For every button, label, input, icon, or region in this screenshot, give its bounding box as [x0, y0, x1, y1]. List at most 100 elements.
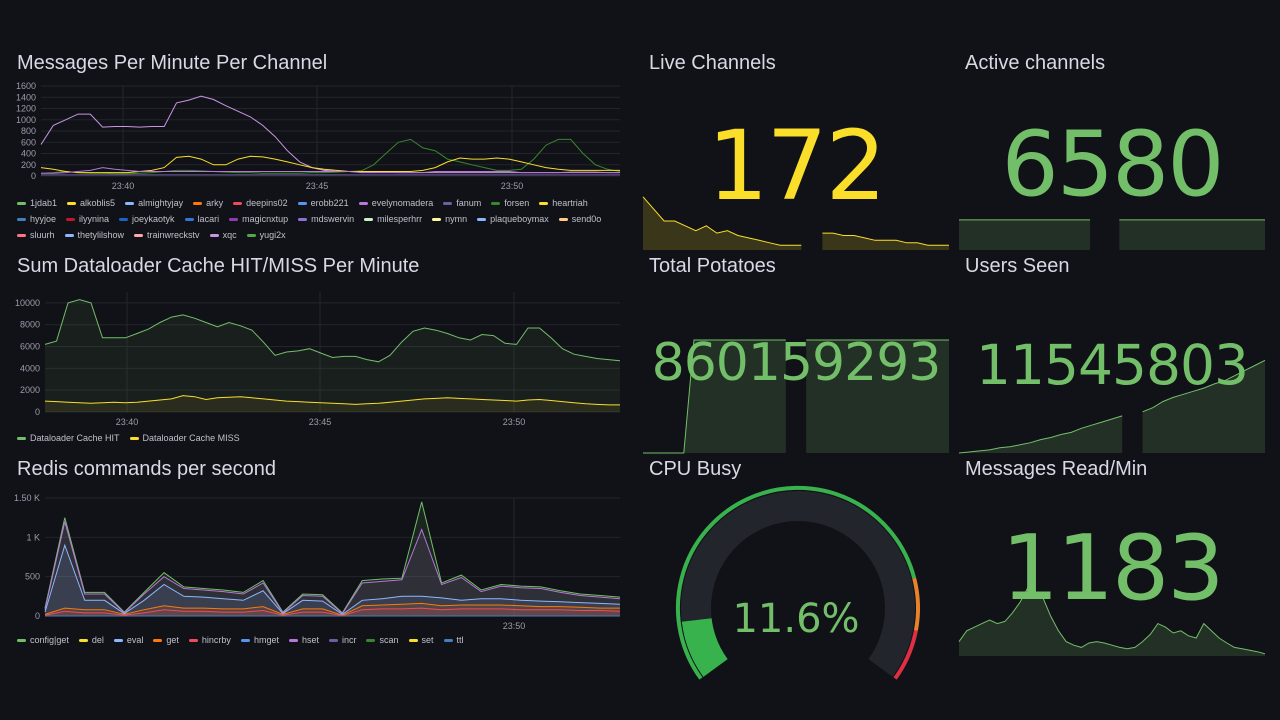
- legend-item[interactable]: hmget: [240, 632, 279, 648]
- legend-label: 1jdab1: [30, 198, 58, 208]
- panel-title[interactable]: Total Potatoes: [649, 255, 776, 277]
- series-line[interactable]: [44, 543, 621, 616]
- panel-title[interactable]: Active channels: [965, 52, 1106, 74]
- legend-item[interactable]: eval: [113, 632, 143, 648]
- legend-swatch: [539, 202, 549, 206]
- panel-users-seen: Users Seen 11545803: [958, 255, 1266, 454]
- legend-label: evelynomadera: [371, 198, 434, 208]
- legend-label: hset: [301, 635, 319, 645]
- legend-item[interactable]: alkoblis5: [67, 195, 115, 211]
- sparkline-line: [642, 196, 802, 246]
- panel-title[interactable]: Messages Per Minute Per Channel: [17, 52, 328, 74]
- panel-title[interactable]: Sum Dataloader Cache HIT/MISS Per Minute: [17, 255, 420, 277]
- legend-label: hmget: [253, 635, 279, 645]
- legend-item[interactable]: send0o: [558, 211, 601, 227]
- legend-item[interactable]: deepins02: [233, 195, 288, 211]
- legend-item[interactable]: ttl: [443, 632, 464, 648]
- x-tick-label: 23:45: [306, 181, 329, 191]
- legend-item[interactable]: ilyynina: [66, 211, 109, 227]
- legend-item[interactable]: erobb221: [297, 195, 349, 211]
- legend-item[interactable]: milesperhrr: [364, 211, 422, 227]
- x-tick-label: 23:40: [116, 417, 139, 427]
- legend-swatch: [288, 639, 298, 643]
- x-tick-label: 23:50: [503, 417, 526, 427]
- legend-item[interactable]: thetylilshow: [64, 227, 124, 243]
- legend-item[interactable]: sluurh: [17, 227, 55, 243]
- legend-item[interactable]: hyyjoe: [17, 211, 56, 227]
- legend-label: hincrby: [201, 635, 231, 645]
- series-line[interactable]: [44, 299, 621, 363]
- legend-item[interactable]: fanum: [443, 195, 481, 211]
- redis-chart[interactable]: 0 500 1 K 1.50 K 23:50: [14, 493, 621, 632]
- series-line[interactable]: [44, 521, 621, 615]
- legend-swatch: [17, 639, 26, 643]
- sparkline-area: [1142, 360, 1265, 453]
- legend-item[interactable]: Dataloader Cache MISS: [129, 430, 240, 446]
- legend-swatch: [78, 639, 88, 643]
- sparkline-area: [643, 196, 802, 250]
- series-line[interactable]: [44, 501, 621, 614]
- legend-item[interactable]: config|get: [17, 632, 69, 648]
- legend-item[interactable]: magicnxtup: [229, 211, 288, 227]
- legend-item[interactable]: plaqueboymax: [477, 211, 549, 227]
- legend-item[interactable]: almightyjay: [125, 195, 183, 211]
- legend-swatch: [125, 202, 135, 206]
- dataloader-chart[interactable]: 0 2000 4000 6000 8000 10000 23:40 23:45 23:50: [15, 288, 621, 428]
- legend-item[interactable]: lacari: [184, 211, 219, 227]
- y-tick-label: 10000: [15, 298, 40, 308]
- legend-item[interactable]: heartriah: [539, 195, 588, 211]
- legend-item[interactable]: get: [153, 632, 179, 648]
- legend-item[interactable]: arky: [193, 195, 223, 211]
- legend-swatch: [491, 202, 501, 206]
- legend-label: arky: [206, 198, 224, 208]
- legend-item[interactable]: hincrby: [188, 632, 231, 648]
- series-line[interactable]: [44, 395, 620, 406]
- legend-item[interactable]: joeykaotyk: [119, 211, 175, 227]
- series-line[interactable]: [40, 138, 621, 175]
- legend-item[interactable]: scan: [366, 632, 399, 648]
- legend-item[interactable]: del: [78, 632, 104, 648]
- legend-item[interactable]: evelynomadera: [358, 195, 434, 211]
- panel-title[interactable]: Users Seen: [965, 255, 1070, 277]
- series-line[interactable]: [41, 167, 620, 174]
- y-tick-label: 600: [21, 137, 36, 147]
- legend-item[interactable]: set: [408, 632, 434, 648]
- y-tick-label: 1400: [16, 92, 36, 102]
- legend-item[interactable]: forsen: [491, 195, 529, 211]
- legend-swatch: [134, 234, 144, 238]
- chart-legend: 1jdab1 alkoblis5 almightyjay arky deepins02 e…: [17, 195, 617, 243]
- y-tick-label: 4000: [20, 363, 40, 373]
- legend-item[interactable]: xqc: [209, 227, 237, 243]
- legend-item[interactable]: 1jdab1: [17, 195, 57, 211]
- gauge-threshold-red: [893, 630, 918, 680]
- panel-title[interactable]: CPU Busy: [649, 458, 742, 480]
- series-line[interactable]: [44, 602, 620, 616]
- series-area: [45, 299, 620, 412]
- sparkline-area: [959, 219, 1091, 250]
- legend-swatch: [229, 218, 239, 222]
- y-tick-label: 800: [21, 126, 36, 136]
- legend-item[interactable]: incr: [328, 632, 356, 648]
- sparkline-area: [822, 233, 949, 250]
- series-line[interactable]: [44, 607, 621, 617]
- panel-title[interactable]: Live Channels: [649, 52, 776, 74]
- legend-item[interactable]: Dataloader Cache HIT: [17, 430, 120, 446]
- legend-swatch: [364, 218, 374, 222]
- legend-swatch: [129, 437, 139, 441]
- legend-item[interactable]: nymn: [432, 211, 467, 227]
- series-area: [45, 545, 620, 616]
- series-area: [45, 521, 620, 616]
- chart-legend: Dataloader Cache HIT Dataloader Cache MIS…: [17, 430, 617, 446]
- panel-dataloader: Sum Dataloader Cache HIT/MISS Per Minute…: [15, 255, 632, 450]
- legend-item[interactable]: hset: [288, 632, 319, 648]
- legend-item[interactable]: yugi2x: [246, 227, 286, 243]
- legend-item[interactable]: mdswervin: [298, 211, 354, 227]
- panel-title[interactable]: Messages Read/Min: [965, 458, 1148, 480]
- legend-item[interactable]: trainwreckstv: [134, 227, 200, 243]
- panel-title[interactable]: Redis commands per second: [17, 458, 277, 480]
- y-tick-label: 1200: [16, 104, 36, 114]
- series-line[interactable]: [40, 95, 620, 174]
- x-tick-label: 23:40: [112, 181, 135, 191]
- panel-active-channels: Active channels 6580: [959, 52, 1265, 250]
